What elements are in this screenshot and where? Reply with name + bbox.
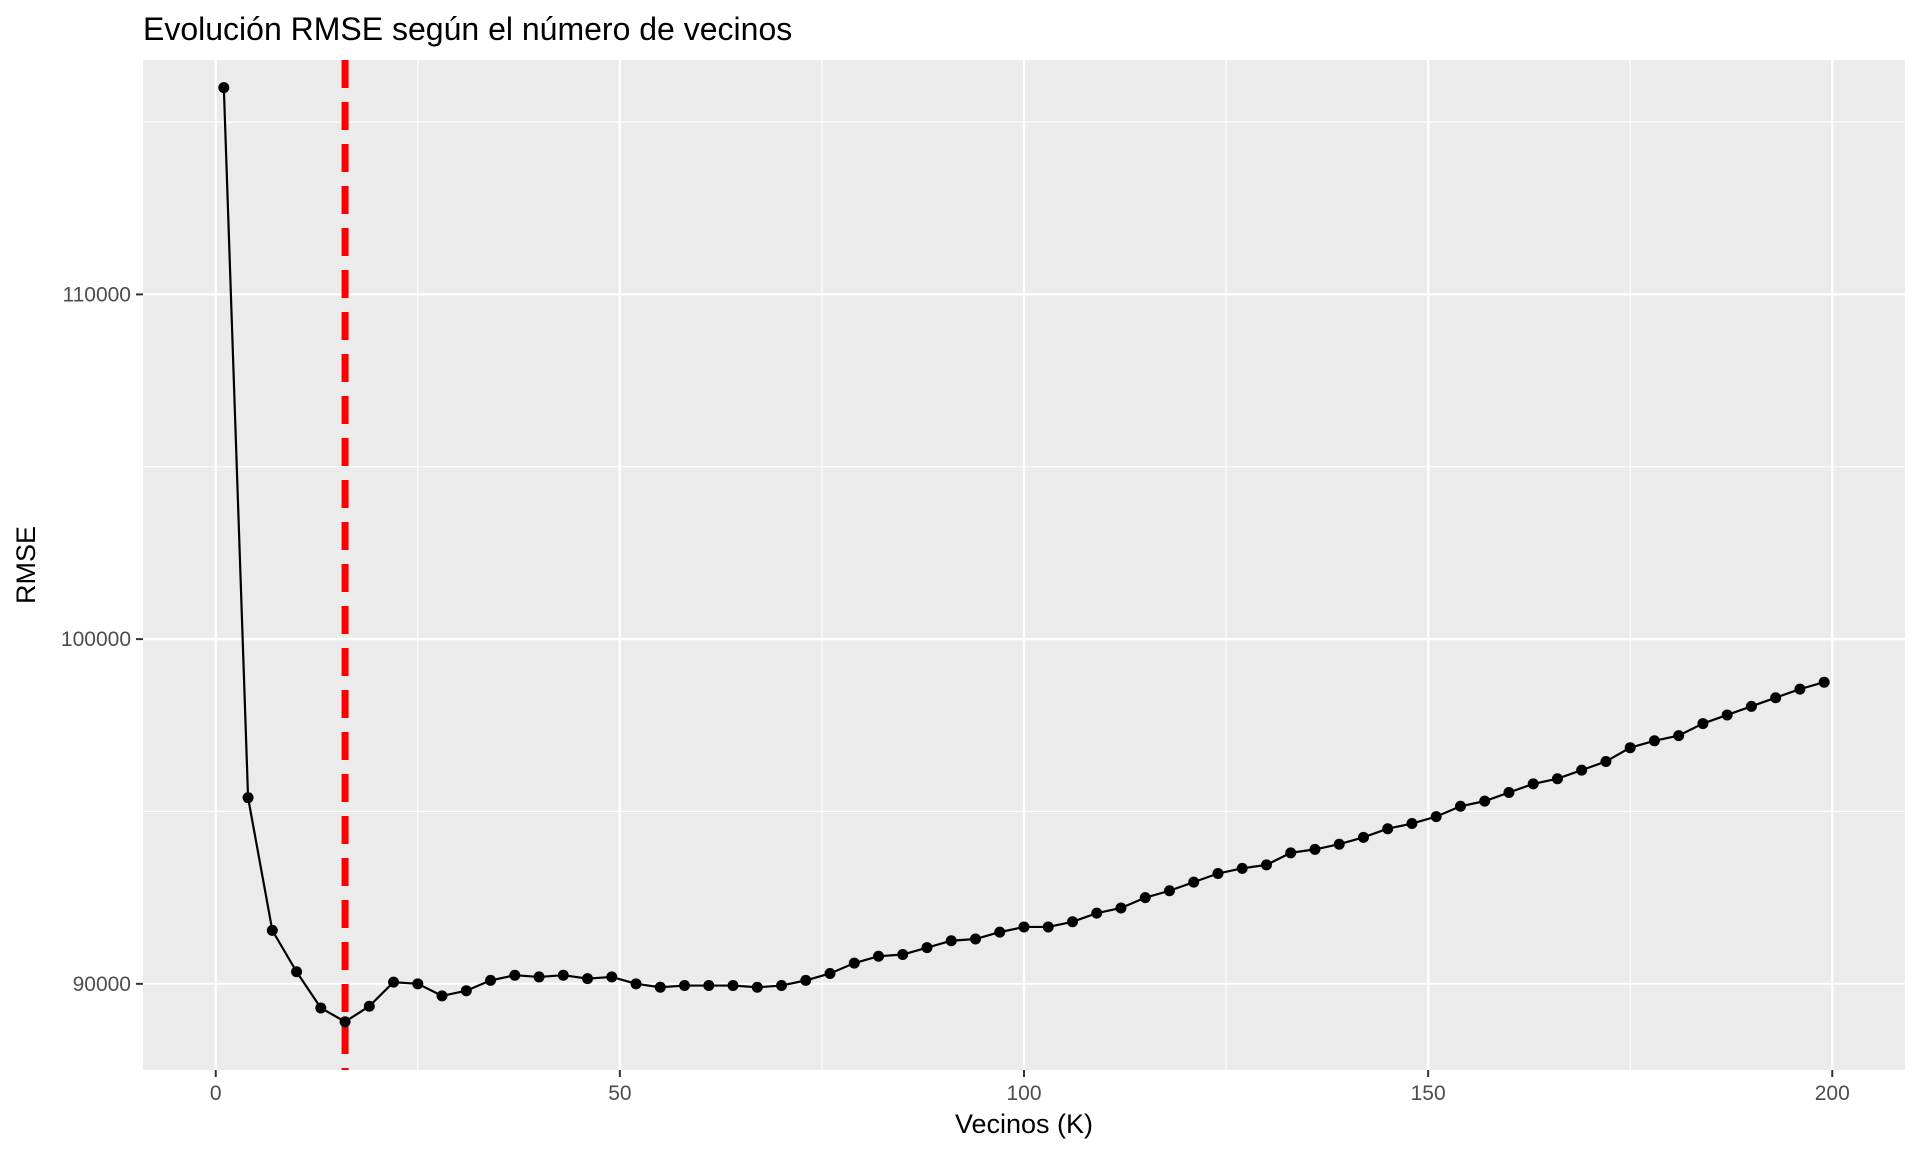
data-point-47 xyxy=(1357,831,1369,843)
data-point-8 xyxy=(412,978,424,990)
x-axis: 0 50 100 150 200 xyxy=(210,1070,1850,1105)
x-tick-label-1: 50 xyxy=(608,1082,631,1105)
data-point-57 xyxy=(1600,755,1612,767)
data-point-1 xyxy=(242,792,254,804)
data-point-46 xyxy=(1333,838,1345,850)
data-point-24 xyxy=(800,974,812,986)
x-tick-label-4: 200 xyxy=(1815,1082,1850,1105)
data-point-12 xyxy=(509,969,521,981)
x-tick-label-0: 0 xyxy=(210,1082,222,1105)
data-point-66 xyxy=(1818,676,1830,688)
data-point-22 xyxy=(751,981,763,993)
data-point-20 xyxy=(703,980,715,992)
data-point-48 xyxy=(1382,823,1394,835)
data-point-9 xyxy=(436,990,448,1002)
data-point-45 xyxy=(1309,843,1321,855)
data-point-60 xyxy=(1673,730,1685,742)
y-axis: 90000 100000 110000 xyxy=(61,283,143,996)
x-axis-title: Vecinos (K) xyxy=(955,1109,1093,1139)
data-point-58 xyxy=(1624,742,1636,754)
data-point-2 xyxy=(266,924,278,936)
data-point-26 xyxy=(848,957,860,969)
data-point-23 xyxy=(776,980,788,992)
data-point-21 xyxy=(727,980,739,992)
data-point-27 xyxy=(873,950,885,962)
data-point-28 xyxy=(897,949,909,961)
data-point-14 xyxy=(557,969,569,981)
data-point-55 xyxy=(1551,773,1563,785)
data-point-54 xyxy=(1527,778,1539,790)
data-point-63 xyxy=(1745,700,1757,712)
data-point-6 xyxy=(363,1000,375,1012)
data-point-3 xyxy=(291,966,303,978)
data-point-4 xyxy=(315,1002,327,1014)
data-point-38 xyxy=(1139,892,1151,904)
data-point-56 xyxy=(1576,764,1588,776)
data-point-50 xyxy=(1430,811,1442,823)
y-axis-title: RMSE xyxy=(11,526,41,604)
data-point-29 xyxy=(921,942,933,954)
y-tick-label-1: 100000 xyxy=(61,628,131,651)
data-point-52 xyxy=(1479,795,1491,807)
data-point-34 xyxy=(1042,921,1054,933)
data-point-10 xyxy=(460,985,472,997)
data-point-44 xyxy=(1285,847,1297,859)
series-layer xyxy=(218,82,1830,1028)
data-point-40 xyxy=(1188,876,1200,888)
data-point-32 xyxy=(994,926,1006,938)
x-tick-label-3: 150 xyxy=(1411,1082,1446,1105)
data-point-64 xyxy=(1770,692,1782,704)
data-point-41 xyxy=(1212,868,1224,880)
data-point-36 xyxy=(1091,907,1103,919)
data-point-5 xyxy=(339,1016,351,1028)
data-point-43 xyxy=(1260,859,1272,871)
y-tick-label-2: 110000 xyxy=(62,283,131,306)
data-point-59 xyxy=(1648,735,1660,747)
data-point-65 xyxy=(1794,683,1806,695)
data-point-17 xyxy=(630,978,642,990)
y-tick-label-0: 90000 xyxy=(73,973,131,996)
data-point-61 xyxy=(1697,718,1709,730)
data-point-30 xyxy=(945,935,957,947)
data-point-7 xyxy=(388,976,400,988)
data-point-19 xyxy=(679,980,691,992)
chart-title: Evolución RMSE según el número de vecino… xyxy=(143,11,792,47)
data-point-42 xyxy=(1236,862,1248,874)
data-point-15 xyxy=(582,973,594,985)
data-point-51 xyxy=(1454,800,1466,812)
data-point-18 xyxy=(654,981,666,993)
data-point-16 xyxy=(606,971,618,983)
data-point-13 xyxy=(533,971,545,983)
data-point-39 xyxy=(1163,885,1175,897)
data-point-37 xyxy=(1115,902,1127,914)
data-point-35 xyxy=(1066,916,1078,928)
data-point-25 xyxy=(824,967,836,979)
data-point-33 xyxy=(1018,921,1030,933)
data-point-0 xyxy=(218,82,230,94)
data-point-31 xyxy=(970,933,982,945)
data-point-53 xyxy=(1503,787,1515,799)
major-gridlines xyxy=(143,60,1905,1070)
data-point-11 xyxy=(485,974,497,986)
data-point-62 xyxy=(1721,709,1733,721)
data-point-49 xyxy=(1406,818,1418,830)
x-tick-label-2: 100 xyxy=(1006,1082,1041,1105)
